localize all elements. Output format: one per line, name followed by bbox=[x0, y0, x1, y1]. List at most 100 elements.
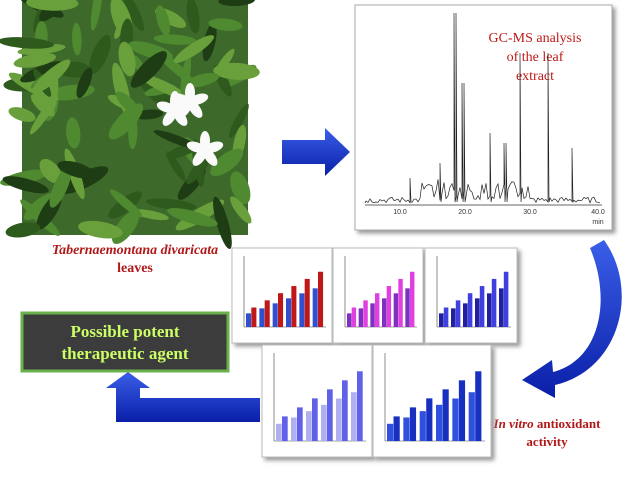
leaf bbox=[89, 35, 111, 74]
leaf bbox=[90, 0, 103, 31]
thumbnail-bar bbox=[347, 313, 352, 327]
thumbnail-bar bbox=[467, 293, 473, 327]
leaf bbox=[145, 198, 197, 211]
thumbnail-bar bbox=[351, 307, 357, 327]
leaf bbox=[218, 0, 256, 7]
antioxidant-word: antioxidant bbox=[537, 416, 601, 431]
thumbnail-bar bbox=[452, 398, 459, 441]
leaf bbox=[208, 18, 243, 31]
leaf bbox=[173, 35, 215, 64]
thumbnail-bar bbox=[291, 417, 297, 441]
thumbnail-bar bbox=[321, 404, 327, 441]
gcms-title: GC-MS analysis bbox=[489, 31, 582, 46]
thumbnail-bar bbox=[503, 271, 509, 327]
leaf bbox=[153, 34, 197, 45]
plant-part: leaves bbox=[117, 261, 153, 276]
thumbnail-bar bbox=[382, 298, 387, 327]
thumbnail-bar bbox=[398, 278, 403, 327]
leaf bbox=[8, 107, 36, 122]
thumbnail-bar bbox=[259, 308, 265, 327]
leaf bbox=[130, 51, 167, 88]
thumbnail-bar bbox=[264, 300, 270, 327]
thumbnail-bar bbox=[357, 371, 363, 441]
thumbnail-bar bbox=[370, 303, 375, 327]
thumbnail-bar bbox=[491, 278, 497, 327]
leaf bbox=[76, 67, 93, 99]
thumbnail-bar bbox=[282, 416, 288, 441]
leaf bbox=[20, 61, 64, 83]
thumbnail-bar bbox=[304, 278, 310, 327]
leaf bbox=[167, 208, 218, 227]
thumbnail-bar bbox=[458, 380, 466, 441]
leaf bbox=[78, 220, 123, 239]
leaf bbox=[57, 166, 109, 195]
thumbnail-bar bbox=[251, 307, 257, 327]
gcms-unit: min bbox=[592, 219, 603, 226]
thumbnail-bar bbox=[312, 398, 318, 441]
thumbnail-bar bbox=[405, 288, 410, 327]
thumbnail-bar bbox=[246, 313, 252, 327]
leaf bbox=[228, 103, 249, 139]
thumbnail-bar bbox=[297, 407, 303, 441]
thumbnail-bar bbox=[439, 313, 444, 327]
plant-photo bbox=[0, 0, 260, 250]
flower-petal bbox=[192, 148, 207, 166]
leaf bbox=[123, 0, 144, 32]
arrow-left bbox=[106, 372, 260, 422]
leaf bbox=[13, 52, 56, 68]
leaf bbox=[26, 0, 79, 11]
antioxidant-italic: In vitro bbox=[493, 416, 535, 431]
thumbnail-bar bbox=[387, 423, 394, 441]
leaf bbox=[210, 148, 244, 177]
thumbnail-bar bbox=[419, 411, 426, 441]
leaf bbox=[49, 166, 72, 208]
gcms-tick-label: 10.0 bbox=[393, 209, 407, 216]
thumbnail-bar bbox=[426, 398, 433, 441]
thumbnail-bar bbox=[272, 303, 278, 327]
thumbnail-bar bbox=[299, 293, 305, 327]
leaf bbox=[180, 54, 192, 96]
thumbnail-bar bbox=[451, 308, 456, 327]
leaf bbox=[186, 0, 200, 34]
leaf bbox=[230, 171, 251, 205]
thumbnail-bar bbox=[327, 389, 333, 441]
flower-petal bbox=[162, 108, 177, 126]
leaf bbox=[0, 37, 55, 49]
thumbnail-bar bbox=[375, 293, 380, 327]
gcms-title: extract bbox=[516, 69, 554, 84]
leaf bbox=[213, 196, 232, 250]
antioxidant-line2: activity bbox=[526, 434, 568, 449]
result-box bbox=[20, 311, 230, 373]
leaf bbox=[230, 196, 252, 224]
leaf bbox=[155, 5, 171, 36]
leaf bbox=[213, 62, 260, 80]
thumbnail-bar bbox=[487, 293, 492, 327]
thumbnail-bar bbox=[442, 389, 449, 441]
chromatogram bbox=[364, 12, 601, 204]
thumbnail-bar bbox=[436, 404, 443, 441]
thumbnail-bar bbox=[393, 293, 399, 327]
thumbnail-bar bbox=[403, 417, 410, 441]
thumbnail-bar bbox=[291, 286, 297, 327]
result-line: Possible potent bbox=[70, 322, 179, 341]
thumbnail-bar bbox=[479, 286, 485, 327]
leaf bbox=[39, 158, 62, 184]
thumbnail-bar bbox=[363, 300, 368, 327]
thumbnail-bar bbox=[443, 307, 449, 327]
leaf bbox=[66, 117, 81, 149]
flower-petal bbox=[156, 101, 177, 113]
thumbnail-bar bbox=[276, 423, 282, 441]
thumbnail-bar bbox=[312, 288, 318, 327]
gcms-tick-label: 30.0 bbox=[523, 209, 537, 216]
gcms-tick-label: 40.0 bbox=[591, 209, 605, 216]
thumbnail-bar bbox=[475, 298, 480, 327]
thumbnail-bar bbox=[286, 298, 292, 327]
antioxidant-caption: In vitro antioxidant bbox=[493, 416, 602, 431]
plant-name: Tabernaemontana divaricata bbox=[52, 243, 218, 258]
thumbnail-bar bbox=[455, 300, 461, 327]
leaf bbox=[115, 91, 141, 116]
thumbnail-bar bbox=[358, 308, 364, 327]
leaf bbox=[32, 59, 71, 94]
leaf bbox=[72, 22, 82, 56]
